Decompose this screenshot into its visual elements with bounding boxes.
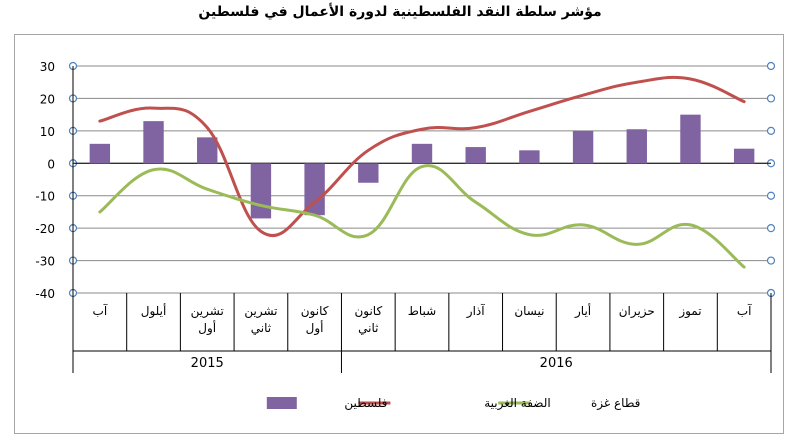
x-tick-label: تشرين [244, 304, 277, 319]
x-tick-label: نيسان [514, 304, 544, 318]
legend-label: قطاع غزة [591, 396, 640, 411]
bar [411, 143, 433, 164]
legend-swatch [266, 397, 297, 409]
group-label: 2016 [540, 356, 573, 371]
y-tick-label: 20 [40, 92, 55, 106]
x-tick-label: حزيران [619, 304, 655, 319]
axis-marker [766, 126, 776, 135]
y-tick-label: 10 [40, 125, 55, 139]
axis-marker [766, 94, 776, 103]
chart-title: مؤشر سلطة النقد الفلسطينية لدورة الأعمال… [198, 4, 602, 20]
legend-label: الضفة الغربية [484, 396, 551, 411]
axis-marker [766, 191, 776, 200]
legend-label: فلسطين [344, 396, 387, 411]
x-tick-label: آذار [466, 303, 485, 319]
x-tick-label: آب [93, 303, 108, 318]
y-tick-label: 0 [47, 157, 55, 171]
bar [465, 147, 486, 164]
axis-marker [766, 224, 776, 233]
x-tick-label: تموز [678, 304, 701, 319]
x-tick-label: تشرين [191, 304, 224, 319]
y-tick-label: -10 [35, 190, 55, 204]
bar [304, 163, 325, 216]
bar [519, 150, 540, 164]
y-tick-label: -30 [35, 255, 55, 269]
x-tick-label: آب [737, 303, 752, 318]
x-tick-label: كانون [354, 304, 382, 319]
series-line [98, 164, 746, 269]
bar [626, 129, 647, 164]
bar [250, 163, 272, 219]
bar [358, 163, 379, 183]
y-tick-label: -40 [35, 287, 55, 301]
x-tick-label: كانون [301, 304, 329, 319]
bar [197, 137, 218, 164]
bar [89, 143, 111, 164]
x-tick-label: ثاني [358, 321, 378, 335]
bar [733, 148, 755, 164]
x-tick-label: أول [198, 320, 216, 336]
axis-marker [766, 61, 776, 71]
y-tick-label: -20 [35, 222, 55, 236]
x-tick-label: أيار [574, 303, 591, 319]
y-tick-label: 30 [40, 60, 55, 74]
bar [572, 130, 594, 164]
x-tick-label: شباط [408, 304, 436, 318]
bar [680, 114, 701, 164]
x-tick-label: أيلول [141, 303, 167, 319]
x-tick-label: أول [306, 320, 324, 336]
bar [143, 121, 164, 164]
x-tick-label: ثاني [251, 321, 271, 335]
axis-marker [766, 256, 776, 265]
chart-frame: 30 20 10 0 -10 -20 -30 -40 آب أيلول تشرين أول تشرين ث… [14, 34, 784, 434]
group-label: 2015 [191, 356, 224, 371]
series-line [98, 75, 746, 238]
